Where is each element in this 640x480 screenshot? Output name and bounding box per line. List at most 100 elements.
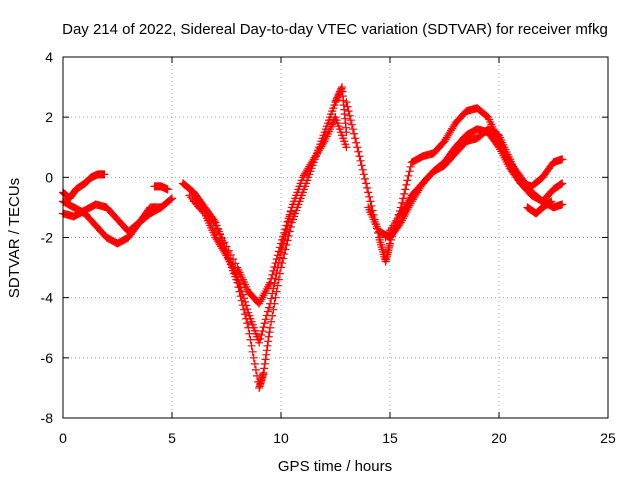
data-point: [366, 197, 375, 206]
data-point: [347, 120, 356, 129]
data-point: [259, 323, 268, 332]
data-point: [256, 334, 265, 343]
data-point: [257, 330, 266, 339]
data-point: [362, 179, 371, 188]
data-point: [262, 350, 271, 359]
data-point: [229, 255, 238, 264]
data-point: [283, 236, 292, 245]
data-point: [556, 180, 565, 189]
data-point: [406, 162, 415, 171]
data-point: [267, 294, 276, 303]
data-point: [255, 338, 264, 347]
data-point: [273, 263, 282, 272]
data-point: [269, 305, 278, 314]
series-satellite-track-11: [523, 197, 556, 218]
data-point: [211, 221, 220, 230]
data-point: [558, 200, 567, 209]
data-point: [274, 247, 283, 256]
x-axis-label: GPS time / hours: [278, 458, 392, 475]
data-point: [273, 251, 282, 260]
data-point: [272, 287, 281, 296]
data-point: [241, 297, 250, 306]
data-point: [247, 341, 256, 350]
data-point: [270, 262, 279, 271]
data-point: [260, 319, 269, 328]
data-point: [270, 279, 279, 288]
data-point: [269, 284, 278, 293]
data-point: [282, 241, 291, 250]
data-point: [215, 229, 224, 238]
series-satellite-track-3: [59, 200, 166, 236]
data-point: [352, 138, 361, 147]
data-point: [265, 328, 274, 337]
data-point: [285, 210, 294, 219]
x-tick-labels: 0 5 10 15 20 25: [59, 430, 616, 446]
data-point: [235, 279, 244, 288]
data-point: [287, 203, 296, 212]
x-tick-label: 15: [382, 430, 398, 446]
data-point: [350, 129, 359, 138]
data-point: [265, 303, 274, 312]
data-point: [224, 246, 233, 255]
data-point: [358, 165, 367, 174]
data-point: [277, 239, 285, 248]
data-point: [243, 319, 252, 328]
data-point: [266, 278, 275, 287]
data-point: [233, 272, 242, 281]
data-point: [346, 116, 355, 125]
data-point: [356, 156, 365, 165]
data-point: [364, 188, 373, 197]
data-point: [272, 255, 281, 264]
data-point: [558, 155, 567, 164]
data-point: [351, 134, 360, 143]
data-point: [222, 242, 231, 251]
data-point: [260, 359, 269, 368]
y-tick-label: -6: [41, 350, 54, 366]
data-point: [355, 152, 364, 161]
data-point: [404, 171, 413, 180]
data-point: [248, 347, 257, 356]
x-tick-label: 25: [600, 430, 616, 446]
y-tick-labels: -8 -6 -4 -2 0 2 4: [41, 49, 54, 426]
series-satellite-track-4: [150, 182, 172, 194]
data-point: [238, 290, 247, 299]
y-tick-label: -4: [41, 290, 54, 306]
data-point: [359, 170, 368, 179]
data-point: [280, 228, 289, 237]
data-point: [285, 227, 294, 236]
data-point: [545, 198, 554, 207]
data-point: [403, 176, 412, 185]
data-point: [250, 359, 259, 368]
data-point: [261, 355, 270, 364]
x-tick-label: 10: [273, 430, 289, 446]
data-point: [100, 170, 109, 179]
y-tick-label: 0: [45, 169, 53, 185]
data-point: [263, 341, 272, 350]
data-point: [249, 353, 258, 362]
data-point: [262, 346, 271, 355]
data-point: [226, 250, 235, 259]
data-point: [354, 147, 363, 156]
data-point: [546, 198, 555, 207]
data-point: [558, 179, 567, 188]
data-point: [267, 274, 276, 283]
data-point: [239, 294, 248, 303]
data-point: [236, 283, 245, 292]
data-point: [360, 174, 369, 183]
data-point: [279, 232, 288, 241]
data-point: [261, 315, 270, 324]
series-satellite-track-2: [59, 170, 109, 203]
data-point: [268, 270, 277, 279]
data-point: [266, 299, 275, 308]
data-point: [275, 269, 284, 278]
data-point: [259, 368, 268, 377]
data-point: [283, 217, 292, 226]
data-point: [213, 225, 222, 234]
data-point: [168, 194, 176, 203]
data-point: [547, 197, 556, 206]
data-point: [246, 335, 255, 344]
data-point: [218, 234, 227, 243]
data-point: [266, 323, 275, 332]
